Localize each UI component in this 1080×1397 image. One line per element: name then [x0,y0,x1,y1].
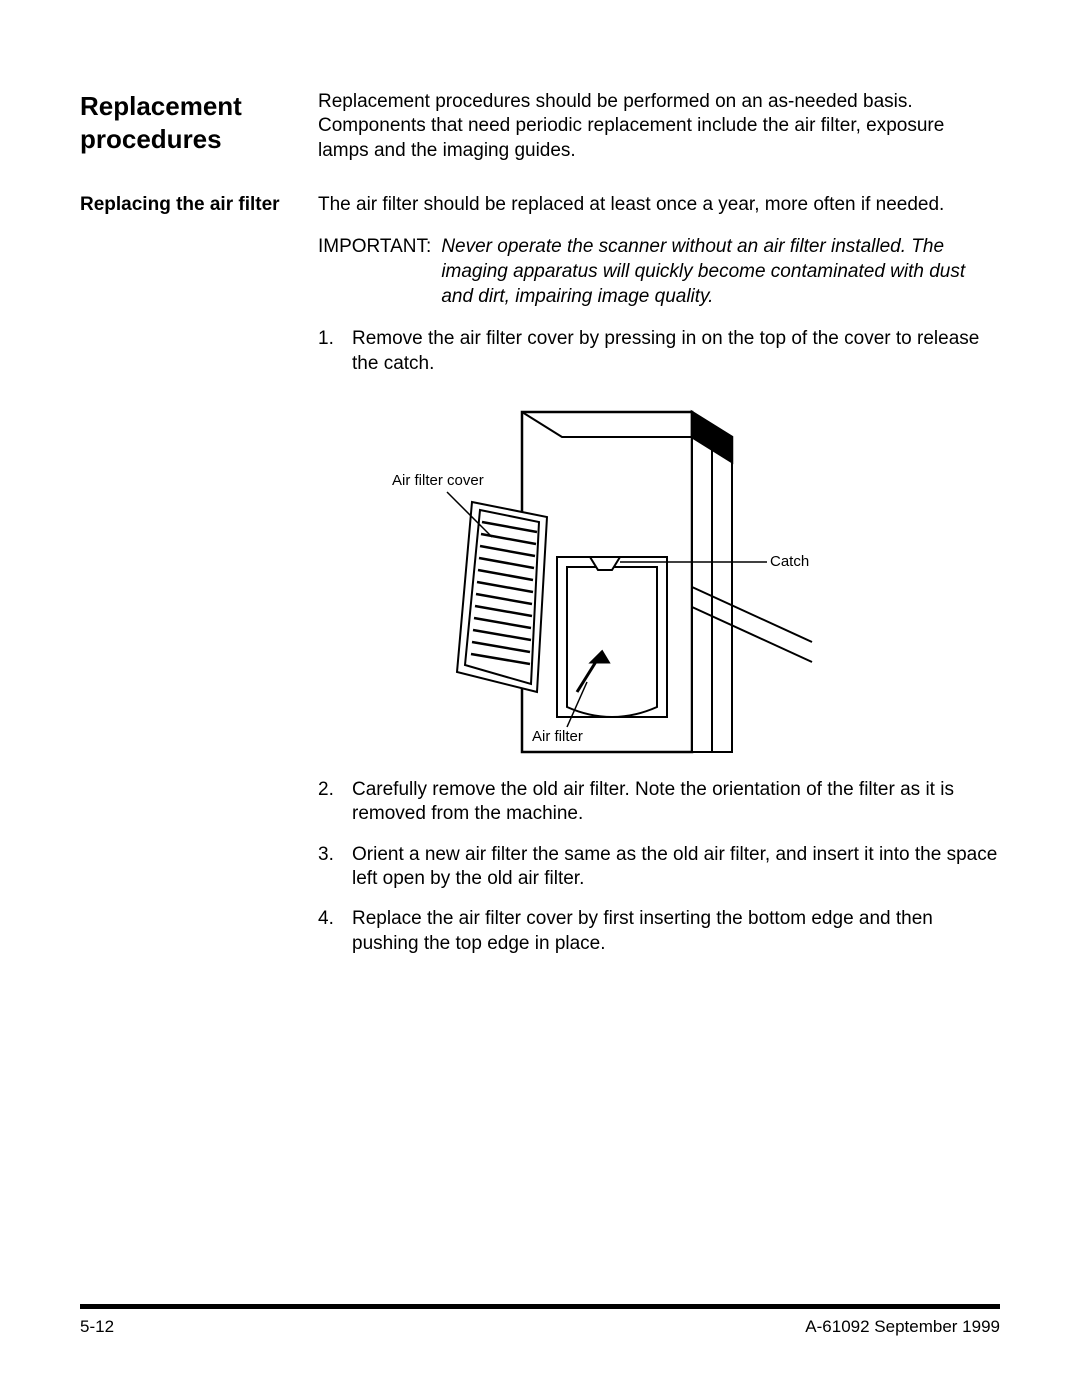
step-1: Remove the air filter cover by pressing … [318,327,1000,376]
subsection-row: Replacing the air filter The air filter … [80,193,1000,972]
subsection-title: Replacing the air filter [80,193,318,218]
important-label: IMPORTANT: [318,235,431,309]
step-2: Carefully remove the old air filter. Not… [318,778,1000,827]
section-title-line2: procedures [80,124,222,154]
figure-label-filter: Air filter [532,728,583,745]
footer-rule [80,1304,1000,1309]
section-intro: Replacement procedures should be perform… [318,90,1000,163]
footer-doc-id: A-61092 September 1999 [805,1317,1000,1337]
step-4: Replace the air filter cover by first in… [318,907,1000,956]
page: Replacement procedures Replacement proce… [0,0,1080,972]
air-filter-diagram [352,392,832,762]
section-title-line1: Replacement [80,91,242,121]
section-heading-row: Replacement procedures Replacement proce… [80,90,1000,163]
important-text: Never operate the scanner without an air… [441,235,1000,309]
steps-list: Remove the air filter cover by pressing … [318,327,1000,956]
subsection-intro: The air filter should be replaced at lea… [318,193,1000,217]
figure-label-catch: Catch [770,553,809,570]
page-footer: 5-12 A-61092 September 1999 [80,1304,1000,1337]
important-note: IMPORTANT: Never operate the scanner wit… [318,235,1000,309]
figure-label-cover: Air filter cover [392,472,484,489]
step-3: Orient a new air filter the same as the … [318,843,1000,892]
footer-page-number: 5-12 [80,1317,114,1337]
section-title: Replacement procedures [80,90,318,155]
figure: Air filter cover Catch Air filter [352,392,832,762]
